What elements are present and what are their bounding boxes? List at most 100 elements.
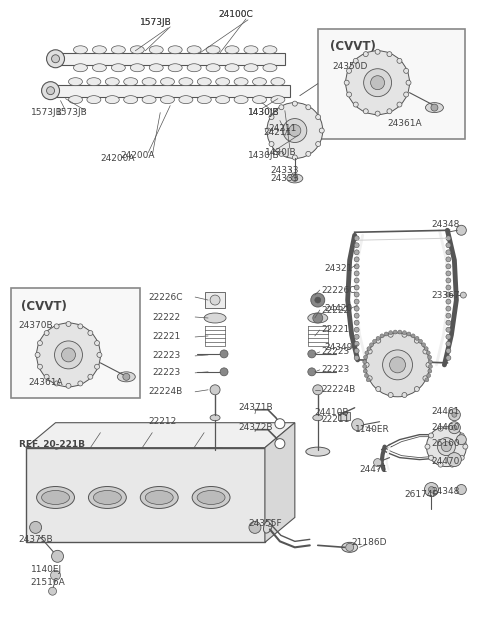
Ellipse shape (105, 78, 119, 85)
Circle shape (424, 482, 438, 496)
Circle shape (354, 327, 359, 332)
Ellipse shape (36, 487, 74, 508)
Circle shape (347, 92, 351, 97)
Circle shape (446, 341, 451, 346)
Circle shape (407, 332, 411, 336)
Circle shape (376, 336, 380, 340)
Circle shape (446, 236, 451, 241)
Text: 22223: 22223 (322, 348, 350, 357)
Circle shape (48, 587, 57, 595)
Text: (CVVT): (CVVT) (330, 40, 376, 54)
Bar (11, 288, 140, 397)
Circle shape (354, 320, 359, 325)
Ellipse shape (42, 491, 70, 505)
Ellipse shape (111, 46, 125, 54)
Ellipse shape (87, 78, 101, 85)
Circle shape (446, 271, 451, 276)
Ellipse shape (187, 46, 201, 54)
Ellipse shape (149, 64, 163, 71)
Circle shape (414, 338, 420, 343)
Circle shape (446, 355, 451, 360)
Circle shape (313, 385, 323, 395)
Circle shape (373, 459, 382, 466)
Text: 24355F: 24355F (248, 519, 282, 528)
Text: 24200A: 24200A (120, 151, 155, 160)
Circle shape (402, 332, 407, 338)
Ellipse shape (225, 64, 239, 71)
Circle shape (402, 392, 407, 397)
Circle shape (365, 351, 369, 355)
Circle shape (425, 444, 430, 449)
Ellipse shape (87, 96, 101, 103)
Circle shape (404, 92, 408, 97)
Ellipse shape (252, 78, 266, 85)
Circle shape (425, 378, 429, 382)
Circle shape (446, 306, 451, 311)
Circle shape (354, 278, 359, 283)
Circle shape (446, 285, 451, 290)
Circle shape (411, 334, 415, 338)
Circle shape (446, 243, 451, 248)
Circle shape (387, 108, 392, 114)
Circle shape (44, 330, 49, 336)
Circle shape (37, 341, 42, 346)
Circle shape (44, 375, 49, 379)
Text: 22226C: 22226C (148, 293, 183, 302)
Ellipse shape (252, 96, 266, 103)
Circle shape (97, 352, 102, 357)
Circle shape (363, 108, 368, 114)
Circle shape (347, 68, 351, 73)
Ellipse shape (192, 487, 230, 508)
Text: 24348: 24348 (432, 219, 460, 229)
Circle shape (426, 427, 467, 466)
Circle shape (446, 348, 451, 353)
Circle shape (446, 299, 451, 304)
Circle shape (354, 250, 359, 255)
Ellipse shape (263, 64, 277, 71)
Ellipse shape (206, 46, 220, 54)
Ellipse shape (94, 491, 121, 505)
Circle shape (354, 257, 359, 262)
Text: 22212: 22212 (148, 417, 177, 426)
Circle shape (66, 383, 71, 389)
Circle shape (42, 82, 60, 100)
Circle shape (387, 52, 392, 57)
Circle shape (66, 322, 71, 327)
Ellipse shape (73, 64, 87, 71)
Circle shape (353, 102, 358, 107)
Circle shape (354, 292, 359, 297)
Circle shape (289, 124, 301, 137)
Circle shape (363, 360, 367, 364)
Ellipse shape (105, 96, 119, 103)
Ellipse shape (271, 78, 285, 85)
Ellipse shape (204, 313, 226, 323)
Circle shape (353, 58, 358, 63)
Circle shape (397, 58, 402, 63)
Circle shape (426, 351, 430, 355)
Circle shape (315, 297, 321, 303)
Circle shape (308, 350, 316, 358)
Ellipse shape (342, 542, 358, 553)
Circle shape (363, 369, 367, 373)
Circle shape (429, 487, 434, 493)
Text: 1573JB: 1573JB (140, 19, 172, 27)
Text: 22224B: 22224B (322, 385, 356, 394)
Circle shape (279, 151, 284, 156)
Circle shape (267, 103, 323, 158)
Text: 22211: 22211 (322, 415, 350, 424)
Ellipse shape (73, 46, 87, 54)
Text: 24461: 24461 (432, 407, 460, 416)
Circle shape (448, 409, 460, 420)
Circle shape (354, 355, 359, 360)
Ellipse shape (117, 372, 135, 382)
Text: (CVVT): (CVVT) (21, 299, 67, 313)
Circle shape (419, 339, 422, 343)
Ellipse shape (225, 46, 239, 54)
Circle shape (456, 225, 467, 235)
Circle shape (398, 330, 402, 334)
Text: 1430JB: 1430JB (248, 108, 280, 117)
Ellipse shape (216, 78, 229, 85)
Circle shape (95, 364, 99, 369)
Ellipse shape (308, 313, 328, 323)
Text: 24460: 24460 (432, 423, 460, 432)
